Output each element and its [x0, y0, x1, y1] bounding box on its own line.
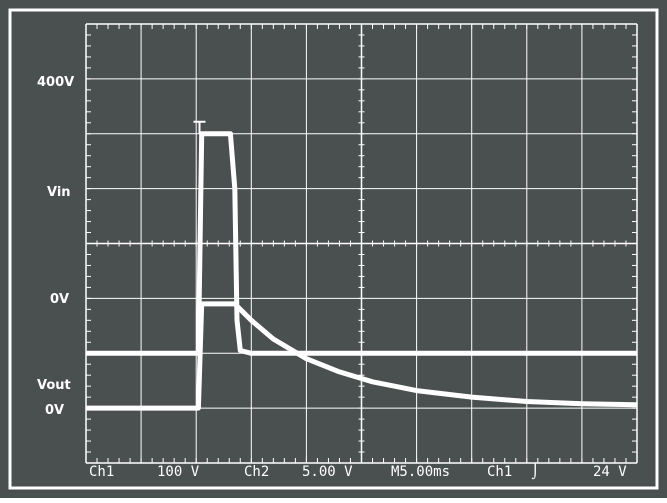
status-ch2: Ch2: [244, 464, 269, 480]
label-0v-ch1: 0V: [50, 292, 69, 307]
screen-frame: [8, 8, 659, 490]
label-vout: Vout: [37, 378, 71, 393]
status-trigger-slope: ⌡: [531, 462, 539, 480]
status-ch1-scale: 100 V: [157, 464, 200, 480]
traces: [86, 120, 638, 411]
label-0v-ch2: 0V: [45, 403, 64, 418]
status-ch1: Ch1: [89, 464, 114, 480]
trace-vin: [86, 131, 637, 356]
status-ch2-scale: 5.00 V: [302, 464, 353, 480]
cursor-marker: [193, 120, 206, 134]
status-trigger-level: 24 V: [593, 464, 627, 480]
label-400v: 400V: [37, 75, 74, 90]
trace-vout: [86, 301, 638, 411]
status-trigger-source: Ch1: [487, 464, 512, 480]
status-timebase: M5.00ms: [391, 464, 450, 480]
label-vin: Vin: [47, 185, 71, 200]
